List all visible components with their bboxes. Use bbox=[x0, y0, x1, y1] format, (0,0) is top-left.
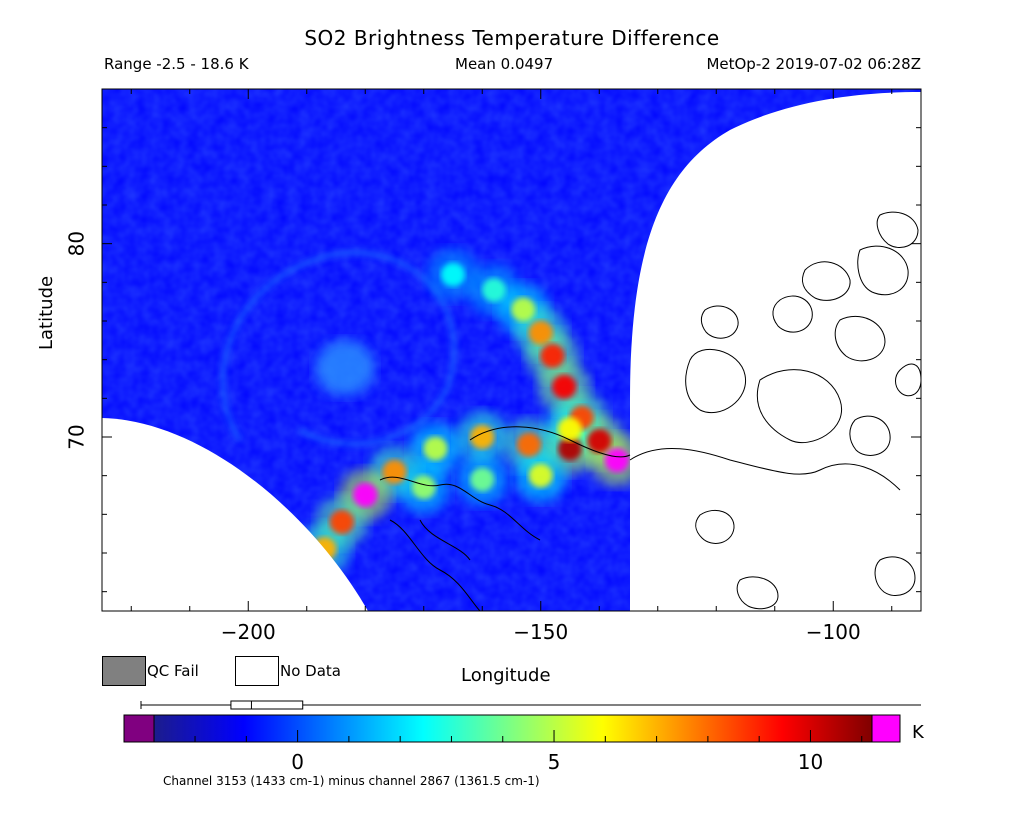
no-data-swatch bbox=[235, 656, 279, 686]
qc-fail-swatch bbox=[102, 656, 146, 686]
x-tick-label-1: −150 bbox=[513, 620, 568, 644]
colorbar-over bbox=[871, 714, 901, 743]
y-axis: 70 80 bbox=[65, 88, 921, 593]
plume-point-4 bbox=[540, 343, 565, 368]
mean-text: Mean 0.0497 bbox=[455, 55, 554, 73]
x-tick-label-2: −100 bbox=[806, 620, 861, 644]
x-tick-label-0: −200 bbox=[221, 620, 276, 644]
no-data-right-gap bbox=[630, 89, 921, 611]
boxplot-box bbox=[230, 700, 304, 710]
plume-point-13 bbox=[382, 459, 407, 484]
range-text: Range -2.5 - 18.6 K bbox=[104, 55, 249, 73]
chart-title: SO2 Brightness Temperature Difference bbox=[304, 26, 720, 50]
circular-swath-pattern bbox=[219, 249, 457, 447]
distribution-boxplot bbox=[140, 700, 921, 710]
plume-point-0 bbox=[441, 262, 465, 287]
qc-fail-label: QC Fail bbox=[147, 662, 199, 680]
colorbar-tick-label-1: 5 bbox=[548, 750, 561, 774]
y-axis-label: Latitude bbox=[36, 275, 57, 350]
colorbar: 0 5 10 K bbox=[123, 700, 925, 774]
plume-point-19 bbox=[528, 463, 553, 488]
x-axis: −200 −150 −100 bbox=[130, 89, 893, 644]
colorbar-gradient bbox=[153, 714, 873, 743]
secondary-maximum bbox=[315, 340, 375, 396]
y-tick-label-0: 70 bbox=[65, 424, 89, 449]
plume-point-20 bbox=[558, 417, 582, 442]
x-axis-label: Longitude bbox=[461, 665, 551, 686]
no-data-label: No Data bbox=[280, 662, 341, 680]
plume-point-15 bbox=[329, 510, 354, 535]
plume-point-5 bbox=[552, 374, 577, 399]
plume-point-18 bbox=[470, 467, 495, 492]
plume-point-14 bbox=[353, 483, 378, 507]
plume-point-12 bbox=[423, 436, 448, 461]
colorbar-under bbox=[123, 714, 155, 743]
plume-point-7 bbox=[587, 428, 612, 453]
colorbar-tick-label-0: 0 bbox=[291, 750, 304, 774]
plume-point-10 bbox=[517, 432, 542, 457]
colorbar-ticks: 0 5 10 K bbox=[194, 722, 925, 774]
plume-point-2 bbox=[511, 297, 536, 322]
satellite-time-text: MetOp-2 2019-07-02 06:28Z bbox=[706, 55, 921, 73]
plume-point-11 bbox=[470, 425, 495, 449]
colorbar-unit-label: K bbox=[912, 722, 925, 743]
coastlines bbox=[379, 211, 921, 611]
channel-footnote: Channel 3153 (1433 cm-1) minus channel 2… bbox=[163, 774, 540, 788]
plume-point-3 bbox=[528, 320, 553, 345]
plume-point-1 bbox=[481, 278, 506, 303]
y-tick-label-1: 80 bbox=[65, 231, 89, 256]
plot-frame bbox=[101, 88, 922, 612]
so2-plume bbox=[298, 248, 630, 576]
no-data-lower-left bbox=[102, 418, 368, 611]
plot-area bbox=[102, 89, 921, 611]
plume-point-17 bbox=[411, 475, 436, 500]
colorbar-tick-label-2: 10 bbox=[798, 750, 823, 774]
plume-point-8 bbox=[604, 448, 629, 473]
